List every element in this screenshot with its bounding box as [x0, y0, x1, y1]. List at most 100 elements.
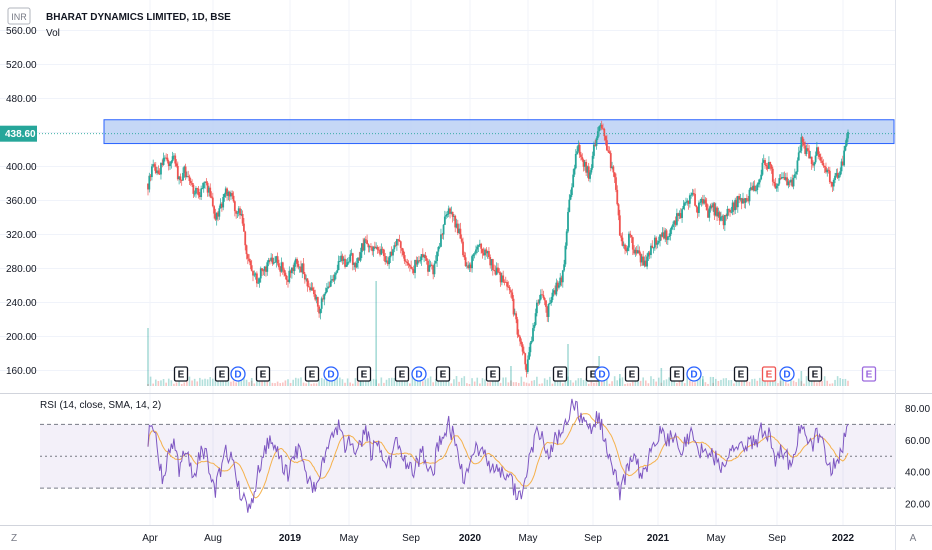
candle[interactable]	[148, 175, 151, 190]
candle[interactable]	[471, 256, 473, 269]
candle[interactable]	[469, 264, 472, 269]
candle[interactable]	[348, 261, 350, 263]
candle[interactable]	[780, 177, 783, 179]
candle[interactable]	[555, 282, 558, 295]
candle[interactable]	[577, 144, 580, 152]
candle[interactable]	[510, 290, 512, 293]
candle[interactable]	[523, 351, 525, 354]
candle[interactable]	[570, 187, 573, 195]
candle[interactable]	[495, 267, 498, 275]
candle[interactable]	[727, 208, 730, 210]
candle[interactable]	[535, 302, 538, 314]
candle[interactable]	[840, 161, 843, 172]
candle[interactable]	[398, 239, 401, 242]
candle[interactable]	[337, 261, 340, 271]
candle[interactable]	[528, 352, 531, 360]
candle[interactable]	[381, 248, 384, 250]
candle[interactable]	[674, 220, 677, 225]
candle[interactable]	[651, 245, 654, 248]
candle[interactable]	[376, 246, 379, 250]
candle[interactable]	[423, 254, 426, 258]
candle[interactable]	[393, 245, 396, 250]
candle[interactable]	[215, 212, 218, 220]
candle[interactable]	[757, 182, 760, 185]
candle[interactable]	[777, 183, 779, 186]
candle[interactable]	[421, 254, 424, 258]
candle[interactable]	[226, 188, 228, 196]
candle[interactable]	[517, 334, 520, 337]
candle[interactable]	[329, 280, 332, 287]
candle[interactable]	[694, 193, 696, 206]
candle[interactable]	[449, 208, 451, 214]
candle[interactable]	[804, 145, 807, 154]
candle[interactable]	[371, 247, 374, 252]
last-price-badge[interactable]	[0, 125, 37, 142]
candle[interactable]	[359, 252, 362, 261]
candle[interactable]	[669, 229, 672, 236]
candle[interactable]	[153, 164, 156, 167]
candle[interactable]	[424, 254, 427, 259]
candle[interactable]	[826, 169, 829, 173]
candle[interactable]	[784, 177, 787, 180]
dividend-marker[interactable]	[686, 366, 702, 382]
candle[interactable]	[596, 131, 599, 139]
candle[interactable]	[498, 272, 501, 273]
candle[interactable]	[351, 253, 354, 265]
candle[interactable]	[211, 197, 214, 207]
candle[interactable]	[598, 126, 601, 132]
candle[interactable]	[363, 239, 366, 251]
candle[interactable]	[416, 260, 419, 265]
candle[interactable]	[332, 279, 335, 281]
candle[interactable]	[262, 270, 265, 272]
candle[interactable]	[512, 298, 515, 315]
candle[interactable]	[638, 250, 641, 254]
candle[interactable]	[305, 278, 308, 280]
earnings-marker[interactable]	[304, 366, 320, 382]
candle[interactable]	[812, 163, 814, 166]
candle[interactable]	[747, 199, 750, 202]
candle[interactable]	[791, 179, 794, 187]
candle[interactable]	[290, 267, 293, 274]
candle[interactable]	[839, 171, 842, 176]
candle[interactable]	[550, 299, 553, 304]
candle[interactable]	[573, 168, 576, 175]
candle[interactable]	[521, 344, 524, 352]
candle[interactable]	[618, 215, 621, 236]
candle[interactable]	[688, 195, 691, 204]
candle[interactable]	[678, 213, 681, 216]
time-axis[interactable]: Apr Aug 2019 May Sep 2020 May Sep 2021 May Sep 2022	[0, 525, 932, 545]
candle[interactable]	[458, 228, 461, 234]
candle[interactable]	[187, 176, 190, 177]
candle[interactable]	[819, 157, 822, 161]
candle[interactable]	[160, 163, 162, 175]
candle[interactable]	[827, 169, 830, 171]
candle[interactable]	[473, 253, 476, 255]
candle[interactable]	[362, 243, 365, 251]
candle[interactable]	[230, 193, 232, 197]
candle[interactable]	[608, 151, 611, 154]
candle[interactable]	[683, 203, 686, 206]
candle[interactable]	[324, 291, 327, 294]
candle[interactable]	[490, 259, 493, 266]
candle[interactable]	[287, 279, 289, 283]
candle[interactable]	[587, 166, 590, 179]
candle[interactable]	[628, 233, 630, 248]
candle[interactable]	[254, 273, 257, 275]
candle[interactable]	[664, 230, 667, 239]
candle[interactable]	[722, 216, 725, 226]
candle[interactable]	[513, 313, 516, 315]
candle[interactable]	[640, 256, 643, 263]
candle[interactable]	[433, 263, 436, 275]
candle[interactable]	[272, 262, 275, 264]
candle[interactable]	[166, 157, 169, 162]
candle[interactable]	[342, 258, 345, 261]
candle[interactable]	[499, 272, 502, 283]
candle[interactable]	[787, 181, 790, 186]
candle[interactable]	[294, 259, 297, 263]
candle[interactable]	[302, 263, 305, 274]
candle[interactable]	[753, 185, 756, 191]
candle[interactable]	[691, 193, 694, 195]
candle[interactable]	[224, 188, 227, 195]
candle[interactable]	[367, 244, 370, 248]
candle[interactable]	[232, 195, 235, 202]
